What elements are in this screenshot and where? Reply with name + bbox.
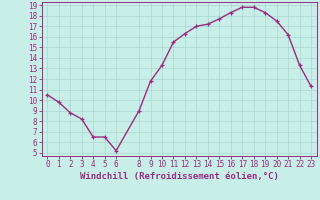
X-axis label: Windchill (Refroidissement éolien,°C): Windchill (Refroidissement éolien,°C) <box>80 172 279 181</box>
